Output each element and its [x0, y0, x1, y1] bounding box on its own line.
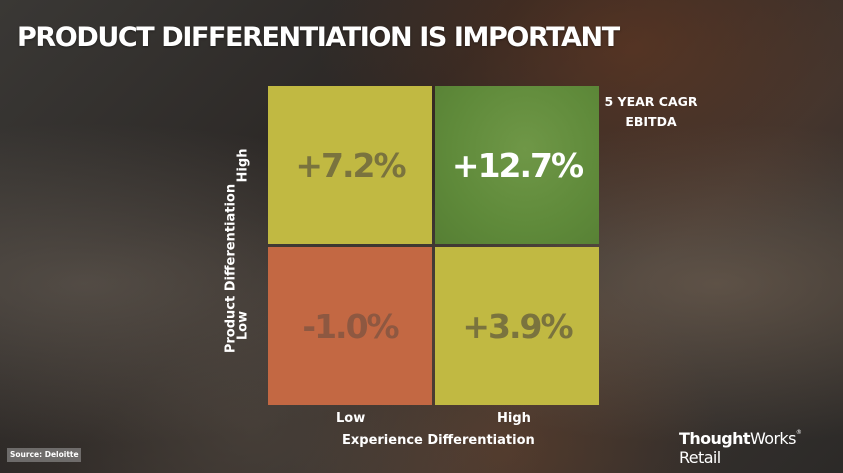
cell-low-product-high-experience: +3.9% [435, 247, 599, 405]
x-axis-label: Experience Differentiation [342, 433, 535, 448]
page-title: PRODUCT DIFFERENTIATION IS IMPORTANT [17, 22, 620, 53]
matrix-grid: +7.2% +12.7% -1.0% +3.9% [268, 86, 599, 405]
cell-high-product-high-experience: +12.7% [435, 86, 599, 244]
y-axis-label: Product Differentiation [223, 183, 239, 354]
metric-label-line2: EBITDA [625, 114, 677, 129]
x-tick-low: Low [336, 411, 366, 426]
source-note: Source: Deloitte [7, 448, 81, 462]
metric-label: 5 YEAR CAGR EBITDA [596, 92, 706, 132]
cell-low-product-low-experience: -1.0% [268, 247, 432, 405]
brand-bold: Thought [679, 429, 751, 448]
x-tick-high: High [497, 411, 531, 426]
brand-regular: Works [749, 429, 796, 448]
brand-suffix: Retail [679, 448, 721, 467]
brand-reg-mark: ® [795, 429, 802, 436]
metric-label-line1: 5 YEAR CAGR [604, 94, 698, 109]
cell-high-product-low-experience: +7.2% [268, 86, 432, 244]
brand-logo: ThoughtWorks® Retail [679, 429, 843, 467]
